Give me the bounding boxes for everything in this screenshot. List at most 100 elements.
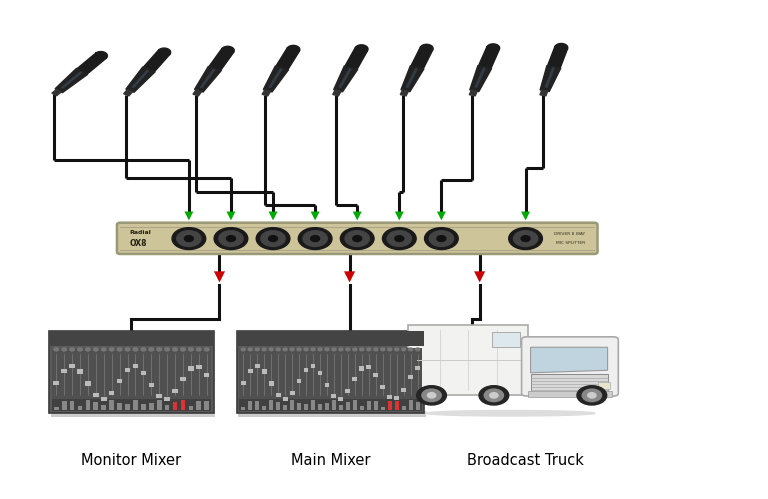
Circle shape: [184, 236, 194, 242]
Circle shape: [388, 348, 392, 351]
Polygon shape: [401, 66, 424, 92]
Bar: [598, 382, 611, 389]
Polygon shape: [470, 66, 492, 91]
Bar: [164, 397, 170, 401]
Polygon shape: [262, 90, 270, 96]
Bar: [366, 401, 371, 410]
Bar: [101, 397, 107, 401]
Circle shape: [366, 348, 371, 351]
Circle shape: [359, 348, 364, 351]
Polygon shape: [269, 69, 282, 87]
FancyBboxPatch shape: [237, 331, 424, 413]
Bar: [172, 389, 178, 393]
Circle shape: [521, 236, 530, 242]
Bar: [387, 395, 392, 399]
Bar: [117, 379, 122, 383]
Text: MIC SPLITTER: MIC SPLITTER: [556, 241, 585, 245]
Bar: [296, 379, 302, 383]
Circle shape: [422, 389, 441, 402]
Bar: [109, 400, 114, 410]
Bar: [269, 381, 273, 386]
Bar: [180, 377, 186, 381]
Bar: [133, 400, 137, 410]
Circle shape: [180, 348, 185, 351]
Bar: [415, 402, 420, 410]
Bar: [395, 401, 399, 410]
FancyBboxPatch shape: [117, 223, 598, 254]
Bar: [415, 366, 420, 370]
Circle shape: [381, 348, 385, 351]
Bar: [409, 400, 412, 410]
Bar: [149, 403, 154, 410]
Bar: [54, 407, 58, 410]
Polygon shape: [52, 89, 61, 96]
Bar: [239, 348, 422, 399]
Circle shape: [582, 389, 601, 402]
Bar: [255, 364, 260, 368]
Circle shape: [345, 231, 369, 247]
Bar: [141, 404, 146, 410]
Bar: [85, 381, 91, 386]
Bar: [157, 394, 162, 398]
Circle shape: [78, 348, 82, 351]
Bar: [262, 406, 266, 410]
Polygon shape: [276, 45, 300, 69]
Bar: [94, 402, 98, 410]
Bar: [388, 401, 392, 410]
Bar: [276, 402, 280, 410]
Circle shape: [125, 348, 130, 351]
Polygon shape: [333, 66, 358, 92]
Polygon shape: [77, 51, 108, 74]
Bar: [531, 374, 607, 393]
Circle shape: [269, 348, 273, 351]
Circle shape: [311, 348, 315, 351]
Circle shape: [415, 348, 420, 351]
Bar: [346, 389, 350, 393]
Text: Monitor Mixer: Monitor Mixer: [81, 453, 181, 468]
Circle shape: [297, 348, 301, 351]
Bar: [402, 406, 406, 410]
Bar: [353, 377, 357, 381]
Polygon shape: [193, 90, 201, 96]
Circle shape: [437, 236, 446, 242]
Polygon shape: [194, 66, 221, 92]
Bar: [409, 375, 413, 379]
Bar: [311, 400, 315, 410]
Ellipse shape: [425, 411, 595, 416]
Bar: [380, 385, 386, 389]
Polygon shape: [126, 67, 155, 92]
Polygon shape: [545, 68, 554, 87]
Circle shape: [54, 348, 58, 351]
Polygon shape: [411, 44, 433, 69]
Bar: [204, 401, 209, 410]
Bar: [332, 400, 336, 410]
Bar: [359, 366, 364, 371]
Bar: [283, 397, 287, 401]
Circle shape: [157, 348, 161, 351]
Circle shape: [219, 231, 243, 247]
Bar: [297, 403, 301, 410]
Bar: [241, 407, 245, 410]
FancyBboxPatch shape: [238, 411, 425, 417]
Bar: [255, 401, 260, 410]
Bar: [248, 401, 253, 410]
Bar: [61, 369, 67, 373]
Circle shape: [310, 236, 319, 242]
Circle shape: [214, 228, 248, 250]
Bar: [141, 371, 146, 375]
Polygon shape: [143, 48, 170, 71]
Circle shape: [395, 348, 399, 351]
Bar: [204, 373, 210, 377]
Circle shape: [427, 393, 435, 398]
Circle shape: [85, 348, 91, 351]
Circle shape: [173, 348, 177, 351]
Bar: [325, 403, 329, 410]
Bar: [339, 397, 343, 401]
Circle shape: [70, 348, 74, 351]
Bar: [374, 401, 378, 410]
Circle shape: [484, 389, 504, 402]
Polygon shape: [345, 45, 368, 69]
Bar: [197, 401, 201, 410]
Circle shape: [332, 348, 336, 351]
Circle shape: [197, 348, 201, 351]
